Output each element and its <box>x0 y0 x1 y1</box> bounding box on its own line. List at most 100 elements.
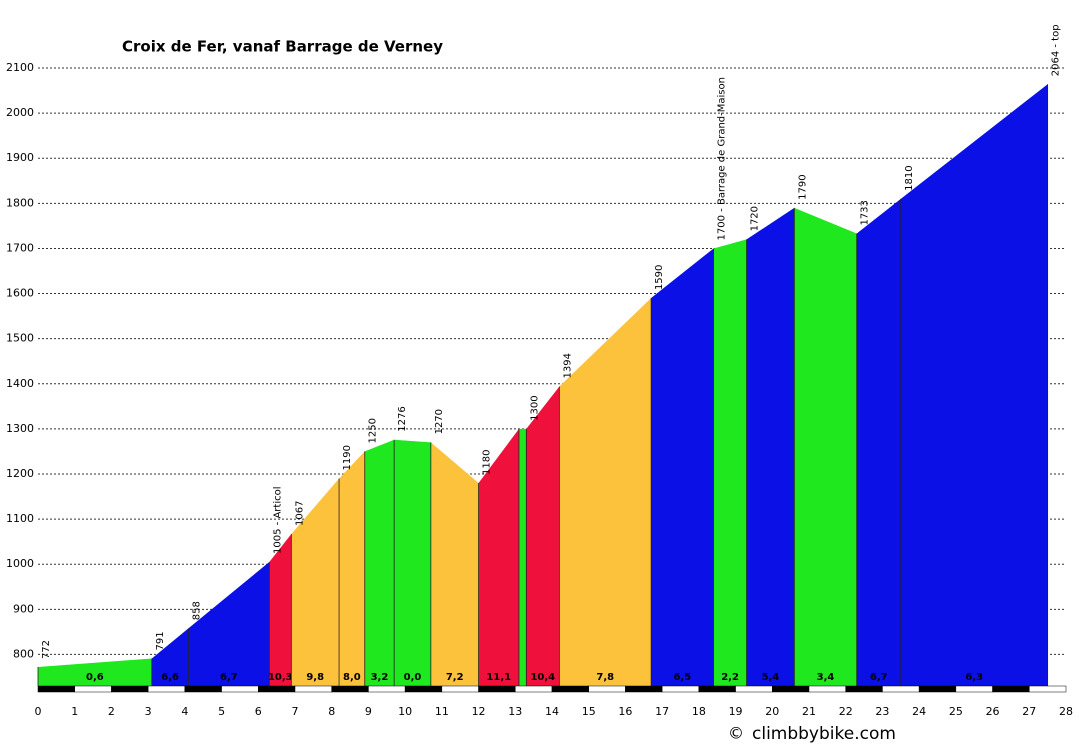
gradient-label: 5,4 <box>762 672 780 683</box>
km-band <box>147 685 186 693</box>
chart-title: Croix de Fer, vanaf Barrage de Verney <box>122 38 443 56</box>
elevation-label: 2064 - top <box>1051 24 1062 76</box>
elevation-label: 1005 - Articol <box>272 486 283 553</box>
segment-area <box>794 207 857 686</box>
elevation-label: 858 <box>192 601 203 620</box>
x-tick-label: 8 <box>328 705 335 718</box>
x-tick-label: 26 <box>986 705 1000 718</box>
gradient-label: 2,2 <box>721 672 739 683</box>
x-tick-label: 24 <box>912 705 926 718</box>
segment-area <box>900 84 1048 686</box>
gradient-label: 0,0 <box>404 672 422 683</box>
elevation-label: 1394 <box>562 353 573 378</box>
x-tick-label: 18 <box>692 705 706 718</box>
gradient-label: 6,6 <box>161 672 179 683</box>
km-band <box>772 685 810 693</box>
segment-area <box>526 386 560 686</box>
segment-area <box>151 628 189 686</box>
elevation-label: 1067 <box>294 501 305 526</box>
elevation-label: 1180 <box>482 450 493 475</box>
x-tick-label: 6 <box>255 705 262 718</box>
km-band <box>661 685 700 693</box>
x-tick-label: 7 <box>292 705 299 718</box>
km-band <box>478 685 516 693</box>
elevation-label: 1300 <box>529 395 540 420</box>
elevation-label: 1190 <box>342 445 353 470</box>
km-band <box>808 685 846 693</box>
gradient-label: 10,3 <box>268 672 293 683</box>
x-tick-label: 25 <box>949 705 963 718</box>
km-band <box>368 685 406 693</box>
x-tick-label: 12 <box>472 705 486 718</box>
km-band <box>37 685 75 693</box>
y-tick-label: 1200 <box>6 467 34 480</box>
x-tick-label: 5 <box>218 705 225 718</box>
gradient-label: 8,0 <box>343 672 361 683</box>
km-band <box>441 685 479 693</box>
x-tick-label: 13 <box>508 705 522 718</box>
segment-area <box>478 428 519 686</box>
gradient-label: 6,7 <box>220 672 238 683</box>
x-tick-label: 16 <box>618 705 632 718</box>
km-band <box>698 685 736 693</box>
x-tick-label: 0 <box>35 705 42 718</box>
segment-area <box>518 428 527 686</box>
segment-area <box>746 207 795 686</box>
km-band <box>845 685 883 693</box>
segment-area <box>430 442 479 686</box>
km-band <box>74 685 112 693</box>
x-tick-label: 19 <box>729 705 743 718</box>
x-tick-label: 10 <box>398 705 412 718</box>
gradient-label: 6,5 <box>673 672 691 683</box>
y-tick-label: 1800 <box>6 196 34 209</box>
segment-area <box>856 198 901 687</box>
km-band <box>955 685 993 693</box>
elevation-label: 1720 <box>750 206 761 231</box>
elevation-label: 1790 <box>797 174 808 199</box>
y-tick-label: 2100 <box>6 61 34 74</box>
segment-area <box>269 533 292 686</box>
km-band <box>588 685 626 693</box>
elevation-label: 1276 <box>397 406 408 431</box>
x-tick-label: 28 <box>1059 705 1073 718</box>
km-band <box>111 685 149 693</box>
x-tick-label: 22 <box>839 705 853 718</box>
km-band <box>258 685 296 693</box>
elevation-label: 791 <box>155 631 166 650</box>
gradient-label: 9,8 <box>306 672 324 683</box>
y-tick-label: 1500 <box>6 332 34 345</box>
y-tick-label: 1000 <box>6 557 34 570</box>
km-band <box>918 685 957 693</box>
segment-area <box>339 451 365 686</box>
gradient-label: 7,8 <box>596 672 614 683</box>
x-tick-label: 20 <box>765 705 779 718</box>
y-tick-label: 1600 <box>6 287 34 300</box>
x-tick-label: 1 <box>71 705 78 718</box>
x-tick-label: 17 <box>655 705 669 718</box>
segment-area <box>38 658 152 686</box>
y-tick-label: 1100 <box>6 512 34 525</box>
x-tick-label: 11 <box>435 705 449 718</box>
km-band <box>221 685 259 693</box>
segment-area <box>188 561 270 686</box>
segment-area <box>559 298 652 686</box>
y-tick-label: 2000 <box>6 106 34 119</box>
segment-area <box>713 239 747 686</box>
x-tick-label: 3 <box>145 705 152 718</box>
elevation-label: 1250 <box>368 418 379 443</box>
segment-area <box>291 478 340 686</box>
gradient-label: 3,2 <box>371 672 389 683</box>
y-tick-label: 900 <box>13 602 34 615</box>
x-tick-label: 2 <box>108 705 115 718</box>
elevation-label: 772 <box>41 640 52 659</box>
x-tick-label: 9 <box>365 705 372 718</box>
km-band <box>184 685 222 693</box>
segment-area <box>364 439 395 686</box>
gradient-label: 6,3 <box>965 672 983 683</box>
x-tick-label: 21 <box>802 705 816 718</box>
y-tick-label: 1400 <box>6 377 34 390</box>
km-band <box>331 685 369 693</box>
gradient-label: 11,1 <box>486 672 511 683</box>
x-tick-label: 27 <box>1022 705 1036 718</box>
